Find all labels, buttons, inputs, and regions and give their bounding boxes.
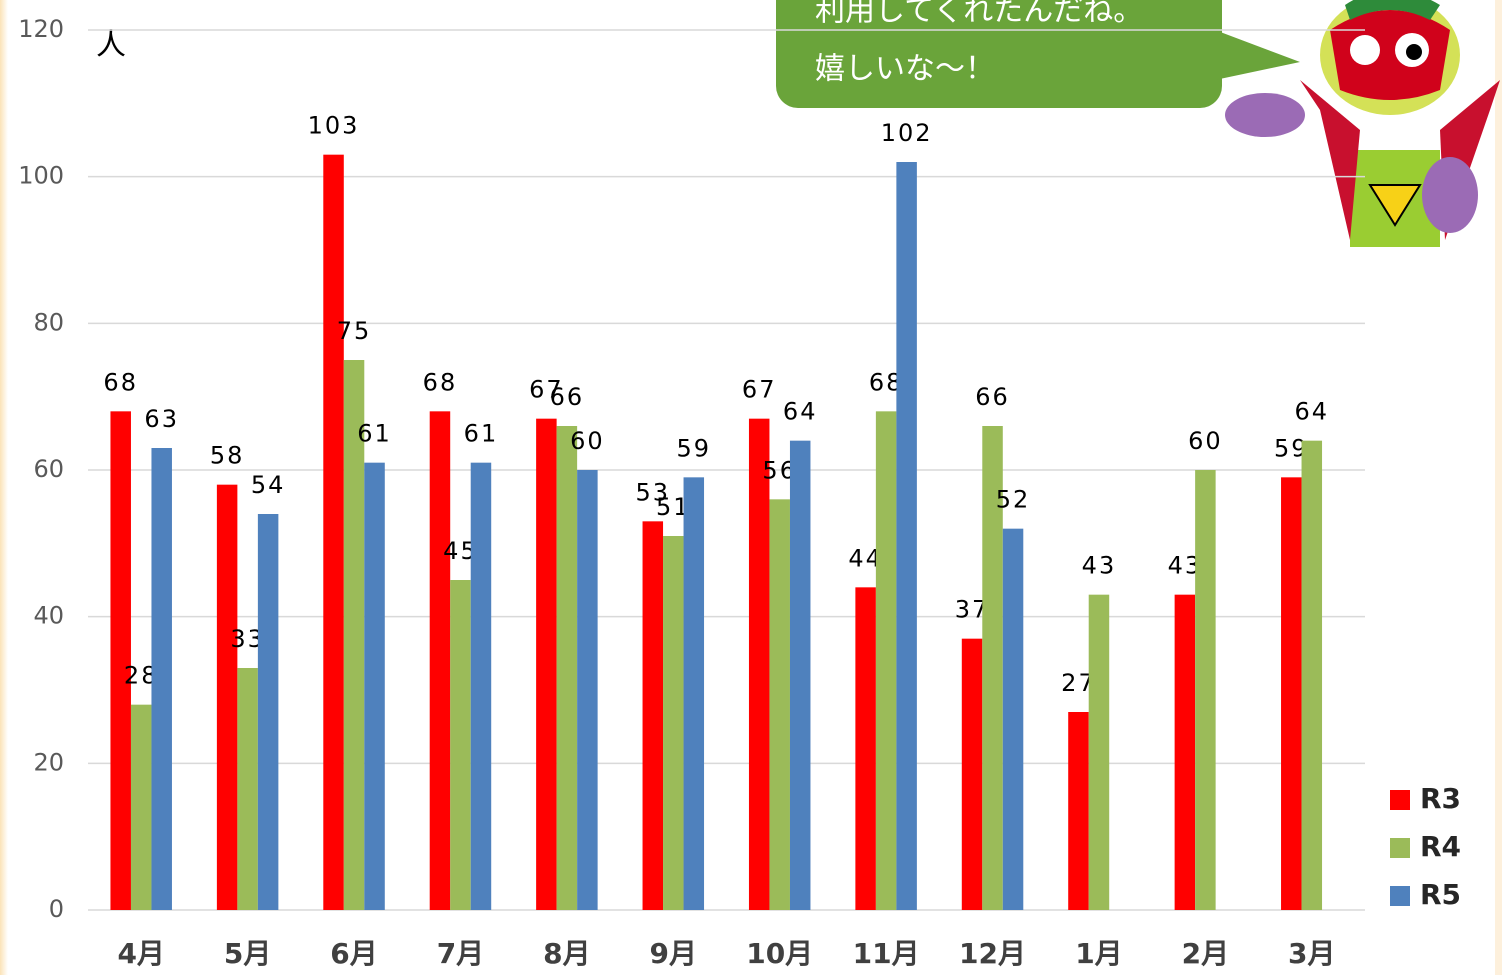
legend-swatch [1390, 790, 1410, 810]
value-label: 60 [1188, 427, 1223, 455]
mascot-mask [1330, 10, 1450, 100]
bar [450, 580, 471, 910]
value-label: 59 [677, 434, 712, 462]
bar [769, 499, 790, 910]
value-label: 43 [1082, 552, 1117, 580]
y-tick-label: 0 [49, 895, 64, 923]
bar [1302, 441, 1323, 910]
bar [237, 668, 258, 910]
x-tick-label: 11月 [853, 937, 920, 970]
bubble-text: 利用してくれたんだね。 [815, 0, 1143, 29]
value-label: 75 [337, 317, 372, 345]
bar [1175, 595, 1196, 910]
x-tick-label: 6月 [330, 937, 377, 970]
bar [577, 470, 598, 910]
bar [151, 448, 172, 910]
x-tick-label: 2月 [1182, 937, 1229, 970]
mascot-pupil [1406, 44, 1422, 60]
x-tick-label: 4月 [117, 937, 164, 970]
y-tick-label: 20 [33, 748, 64, 776]
speech-bubble: 利用してくれたんだね。 嬉しいな～！ [776, 0, 1300, 108]
value-label: 66 [975, 383, 1010, 411]
value-label: 64 [1295, 398, 1330, 426]
mascot-eye [1350, 35, 1380, 65]
value-label: 102 [881, 119, 933, 147]
bar [258, 514, 279, 910]
legend-label: R5 [1420, 878, 1461, 911]
value-label: 52 [996, 486, 1031, 514]
bar [1089, 595, 1110, 910]
bar [962, 639, 983, 910]
value-label: 67 [742, 376, 777, 404]
bar [1281, 477, 1302, 910]
bar [1195, 470, 1216, 910]
legend-swatch [1390, 886, 1410, 906]
bar [110, 411, 131, 910]
mascot [1225, 0, 1500, 247]
value-label: 58 [210, 442, 245, 470]
x-tick-label: 5月 [224, 937, 271, 970]
y-tick-label: 80 [33, 308, 64, 336]
bar [1068, 712, 1089, 910]
bar [471, 463, 492, 910]
value-label: 68 [103, 368, 138, 396]
bar [430, 411, 451, 910]
value-label: 54 [251, 471, 286, 499]
page-edge [0, 0, 8, 975]
bar [643, 521, 664, 910]
bar [323, 155, 344, 910]
x-tick-label: 10月 [746, 937, 813, 970]
page-edge [1495, 0, 1502, 975]
bar [131, 705, 152, 910]
legend-swatch [1390, 838, 1410, 858]
y-tick-label: 60 [33, 455, 64, 483]
legend-label: R3 [1420, 782, 1461, 815]
x-tick-label: 12月 [959, 937, 1026, 970]
value-label: 61 [357, 420, 392, 448]
bar [557, 426, 578, 910]
bar [663, 536, 684, 910]
bubble-tail [1215, 30, 1300, 80]
bar [536, 419, 557, 910]
chart: 人 利用してくれたんだね。 嬉しいな～！ 0 20 40 60 80 100 120 4月 68… [0, 0, 1502, 975]
bar [364, 463, 385, 910]
x-tick-label: 1月 [1075, 937, 1122, 970]
value-label: 68 [423, 368, 458, 396]
mascot-arm [1422, 157, 1478, 233]
bubble-text: 嬉しいな～！ [815, 52, 995, 87]
bar [790, 441, 811, 910]
value-label: 63 [144, 405, 179, 433]
bar [684, 477, 705, 910]
legend-label: R4 [1420, 830, 1461, 863]
x-tick-label: 3月 [1288, 937, 1335, 970]
x-tick-label: 7月 [437, 937, 484, 970]
mascot-arm [1225, 93, 1305, 137]
bar [876, 411, 897, 910]
value-label: 60 [570, 427, 605, 455]
value-label: 64 [783, 398, 818, 426]
value-label: 61 [464, 420, 499, 448]
bar [1003, 529, 1024, 910]
bar [855, 587, 876, 910]
value-label: 103 [308, 112, 360, 140]
y-tick-label: 100 [18, 162, 64, 190]
y-tick-label: 120 [18, 15, 64, 43]
x-tick-label: 8月 [543, 937, 590, 970]
bar [896, 162, 917, 910]
y-unit: 人 [96, 28, 126, 63]
value-label: 66 [550, 383, 585, 411]
bar [749, 419, 770, 910]
x-tick-label: 9月 [650, 937, 697, 970]
bar [217, 485, 238, 910]
y-tick-label: 40 [33, 602, 64, 630]
